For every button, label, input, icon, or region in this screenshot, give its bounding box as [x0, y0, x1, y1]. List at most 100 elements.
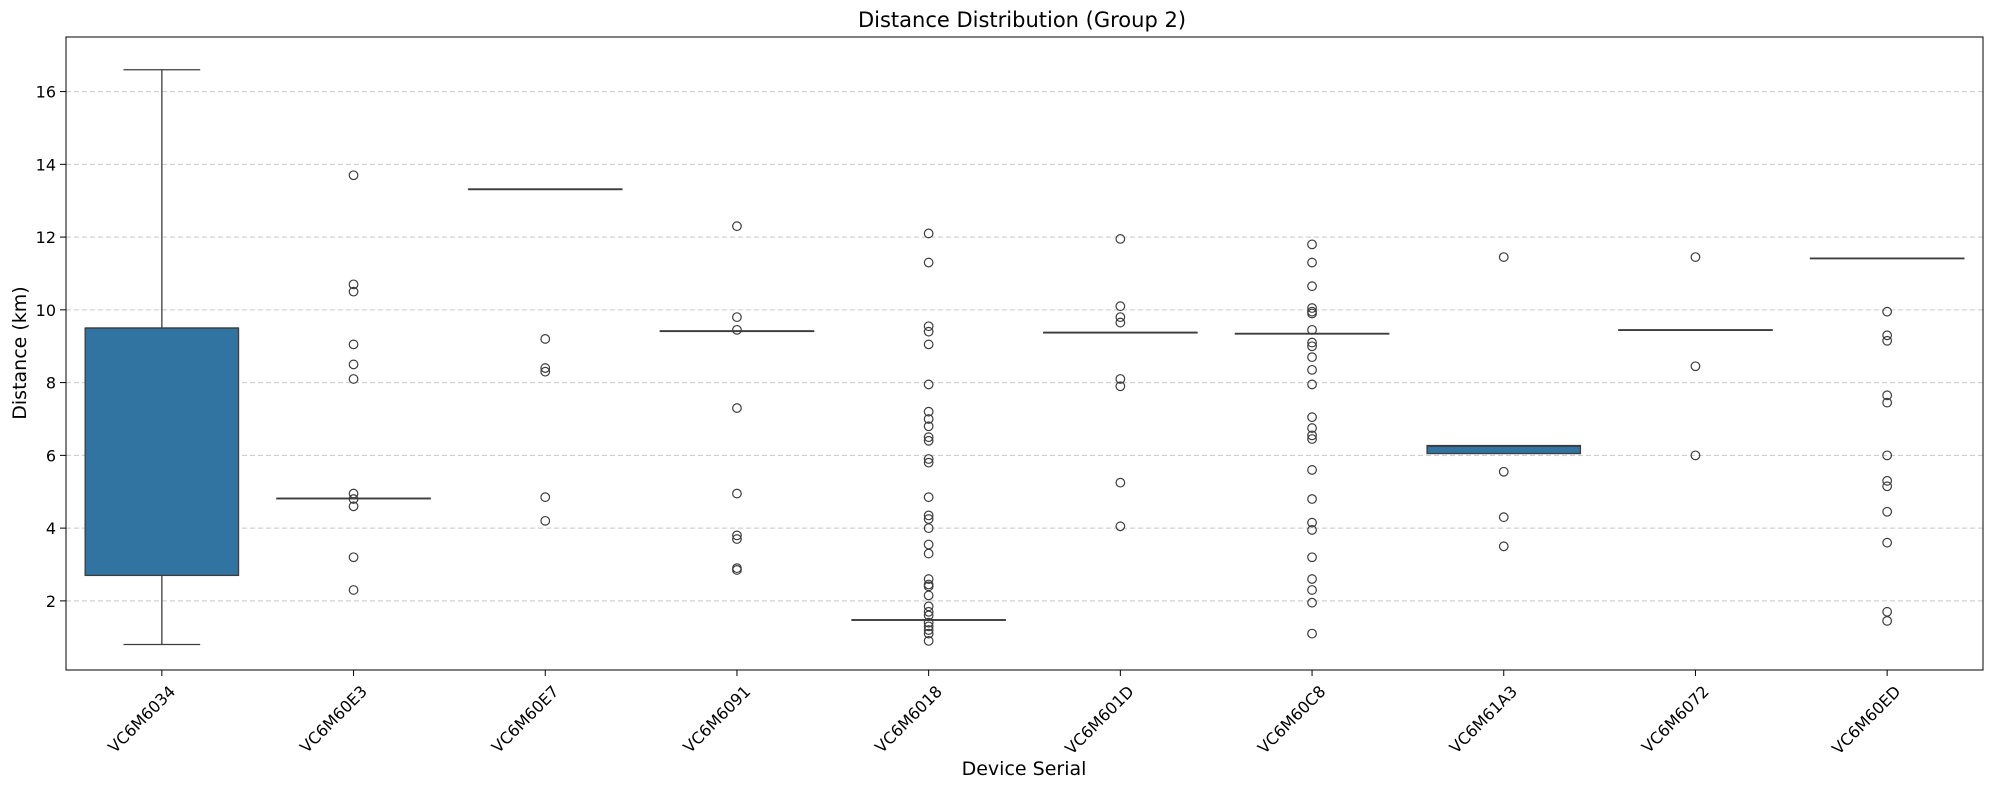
outlier-point: [1307, 628, 1317, 639]
outlier-point: [1690, 450, 1701, 461]
box-vc6m601d: [1043, 234, 1198, 532]
x-tick-label: VC6M60E7: [488, 682, 563, 757]
outlier-point: [923, 539, 934, 550]
outlier-point: [923, 435, 934, 446]
outlier-point: [1882, 481, 1893, 492]
outlier-point: [923, 457, 934, 468]
outlier-point: [923, 628, 934, 639]
outlier-point: [732, 530, 742, 541]
chart-title: Distance Distribution (Group 2): [858, 8, 1186, 32]
axes: 2 4 6 8 10 12 14 16 VC6M6034 VC6M60E3 VC6M60E7 VC6M…: [36, 83, 1905, 759]
box-iqr: [1426, 444, 1582, 455]
y-tick-label: 2: [46, 592, 56, 611]
box-iqr: [84, 327, 240, 577]
box-vc6m6018: [851, 228, 1006, 646]
outlier-point: [1307, 552, 1317, 563]
outlier-point: [923, 326, 934, 337]
y-grid: [66, 91, 1983, 602]
outlier-point: [1882, 506, 1893, 517]
outlier-point: [923, 625, 934, 635]
x-tick-label: VC6M6034: [104, 682, 179, 757]
outlier-point: [1115, 317, 1126, 328]
y-tick-label: 4: [46, 519, 56, 538]
outlier-point: [1307, 239, 1317, 250]
x-tick-label: VC6M6072: [1638, 682, 1713, 757]
outlier-point: [1307, 281, 1317, 292]
outlier-point: [348, 339, 359, 350]
outlier-point: [1307, 379, 1317, 390]
outlier-point: [348, 488, 359, 499]
y-tick-label: 10: [36, 301, 56, 320]
outlier-point: [540, 334, 551, 344]
outlier-point: [1307, 597, 1317, 608]
outlier-point: [1115, 381, 1126, 392]
outlier-point: [1307, 341, 1317, 352]
box-vc6m61a3: [1426, 252, 1582, 552]
box-vc6m60e7: [467, 188, 623, 526]
outlier-point: [1307, 308, 1317, 319]
outlier-point: [540, 515, 551, 526]
outlier-point: [923, 610, 934, 621]
plot-area: [84, 69, 1965, 646]
outlier-point: [923, 510, 934, 521]
box-vc6m6034: [84, 69, 240, 646]
outlier-point: [923, 606, 934, 617]
outlier-point: [732, 403, 742, 413]
outlier-point: [923, 635, 934, 646]
outlier-point: [923, 548, 934, 559]
outlier-point: [348, 585, 359, 595]
outlier-point: [923, 406, 934, 417]
outlier-point: [1307, 337, 1317, 348]
outlier-point: [1307, 303, 1317, 313]
outlier-point: [1498, 252, 1509, 262]
x-tick-label: VC6M601D: [1061, 682, 1137, 758]
outlier-point: [923, 379, 934, 390]
outlier-point: [540, 366, 551, 377]
outlier-point: [1307, 423, 1317, 433]
outlier-point: [1882, 306, 1893, 317]
x-tick-label: VC6M60C8: [1254, 682, 1330, 758]
outlier-point: [923, 454, 934, 464]
outlier-point: [1882, 606, 1893, 617]
outlier-point: [540, 492, 551, 503]
outlier-point: [732, 565, 742, 575]
outlier-point: [348, 374, 359, 384]
outlier-point: [1882, 450, 1893, 461]
outlier-point: [1307, 324, 1317, 335]
outlier-point: [1307, 434, 1317, 444]
outlier-point: [732, 324, 742, 335]
y-axis-label: Distance (km): [9, 286, 31, 419]
outlier-point: [923, 617, 934, 628]
box-vc6m6091: [659, 221, 815, 575]
outlier-point: [348, 494, 359, 504]
outlier-point: [1307, 494, 1317, 504]
outlier-point: [923, 432, 934, 443]
outlier-point: [1882, 537, 1893, 548]
outlier-point: [1307, 517, 1317, 528]
outlier-point: [923, 228, 934, 239]
outlier-point: [1307, 257, 1317, 268]
box-vc6m60e3: [276, 170, 431, 595]
outlier-point: [1307, 465, 1317, 475]
plot-frame: [65, 36, 1984, 671]
outlier-point: [923, 339, 934, 350]
outlier-point: [1498, 541, 1509, 552]
box-vc6m60c8: [1234, 239, 1390, 639]
x-tick-label: VC6M60ED: [1828, 682, 1904, 758]
outlier-point: [1307, 525, 1317, 535]
x-tick-label: VC6M60E3: [296, 682, 371, 757]
y-tick-label: 16: [36, 83, 56, 102]
outlier-point: [732, 221, 742, 232]
outlier-point: [348, 279, 359, 290]
outlier-point: [923, 257, 934, 268]
outlier-point: [1498, 512, 1509, 523]
outlier-point: [1882, 390, 1893, 401]
outlier-point: [923, 523, 934, 534]
outlier-point: [348, 170, 359, 181]
outlier-point: [923, 421, 934, 432]
outlier-point: [1115, 312, 1126, 323]
outlier-point: [1690, 252, 1701, 262]
outlier-point: [1882, 330, 1893, 341]
outlier-point: [923, 492, 934, 503]
